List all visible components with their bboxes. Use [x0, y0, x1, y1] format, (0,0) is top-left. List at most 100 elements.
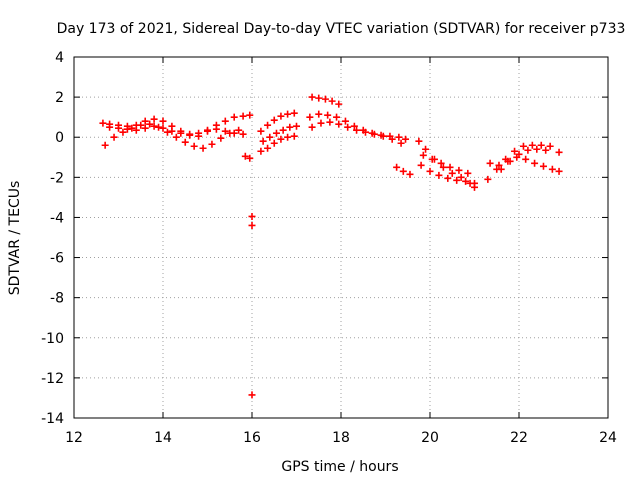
series-arc-3 [106, 122, 247, 139]
data-point [264, 121, 272, 129]
data-point [290, 109, 298, 117]
data-point [248, 212, 256, 220]
data-point [284, 110, 292, 118]
data-point [277, 135, 285, 143]
data-point [315, 94, 323, 102]
data-point [395, 133, 403, 141]
data-point [159, 124, 167, 132]
data-point [272, 129, 280, 137]
data-point [150, 122, 158, 130]
data-point [270, 116, 278, 124]
data-point [248, 391, 256, 399]
data-point [230, 129, 238, 137]
data-point [163, 128, 171, 136]
data-point [388, 135, 396, 143]
y-tick-label: 0 [55, 130, 64, 146]
data-point [99, 119, 107, 127]
series-arc-9 [306, 110, 410, 143]
data-point [399, 167, 407, 175]
data-point [248, 221, 256, 229]
data-point [361, 128, 369, 136]
data-point [168, 127, 176, 135]
data-point [522, 155, 530, 163]
series-arc-4 [241, 152, 254, 162]
data-point [123, 125, 131, 133]
data-point [257, 147, 265, 155]
data-point [150, 115, 158, 123]
data-point [277, 112, 285, 120]
series-arc-13 [417, 161, 478, 187]
data-point [531, 159, 539, 167]
data-point [533, 145, 541, 153]
data-point [190, 142, 198, 150]
data-point [324, 111, 332, 119]
data-point [317, 119, 325, 127]
data-point [128, 124, 136, 132]
data-point [519, 142, 527, 150]
grid [74, 57, 608, 418]
data-point [115, 124, 122, 132]
data-point [106, 123, 114, 131]
y-tick-label: 4 [55, 50, 64, 66]
data-point [141, 117, 149, 125]
y-tick-label: -4 [50, 210, 64, 226]
data-point [177, 129, 185, 137]
data-point [308, 123, 316, 131]
data-point [528, 141, 536, 149]
data-point [290, 132, 298, 140]
data-point [402, 135, 410, 143]
data-point [137, 121, 145, 129]
data-point [181, 138, 189, 146]
data-point [353, 126, 361, 134]
data-point [379, 132, 387, 140]
data-point [204, 126, 211, 134]
data-point [235, 126, 243, 134]
data-point [497, 165, 505, 173]
data-point [471, 179, 478, 187]
y-tick-label: -6 [50, 251, 64, 267]
series-outliers [248, 212, 256, 399]
data-point [537, 141, 545, 149]
data-point [172, 133, 180, 141]
series-arc-16 [486, 153, 563, 175]
data-point [195, 129, 203, 137]
series-arc-15 [484, 141, 563, 183]
data-point [266, 133, 274, 141]
data-point [457, 173, 465, 181]
x-tick-label: 14 [154, 430, 172, 446]
data-point [146, 120, 154, 128]
data-point [426, 167, 434, 175]
data-point [141, 124, 149, 132]
data-point [335, 100, 343, 108]
data-point [515, 150, 523, 158]
data-point [542, 146, 550, 154]
series-arc-6 [257, 109, 298, 135]
y-tick-label: 2 [55, 90, 64, 106]
series-arc-8 [308, 93, 343, 108]
data-point [286, 123, 294, 131]
data-point [539, 162, 547, 170]
data-point [439, 163, 447, 171]
data-point [415, 137, 423, 145]
data-point [428, 155, 436, 163]
x-tick-label: 18 [332, 430, 350, 446]
data-point [239, 130, 247, 138]
y-tick-label: -12 [41, 371, 64, 387]
data-point [246, 111, 254, 119]
series-arc-12 [415, 137, 478, 191]
data-point [159, 117, 167, 125]
data-point [555, 167, 563, 175]
y-tick-label: -10 [41, 331, 64, 347]
data-point [315, 110, 323, 118]
data-point [506, 157, 514, 165]
series-arc-7 [259, 122, 300, 145]
series-arc-5 [257, 132, 298, 155]
data-point [293, 122, 300, 130]
data-point [437, 159, 445, 167]
data-point [455, 166, 463, 174]
data-point [341, 117, 349, 125]
data-point [186, 131, 194, 139]
x-tick-label: 16 [243, 430, 261, 446]
series-arc-10 [308, 118, 405, 147]
